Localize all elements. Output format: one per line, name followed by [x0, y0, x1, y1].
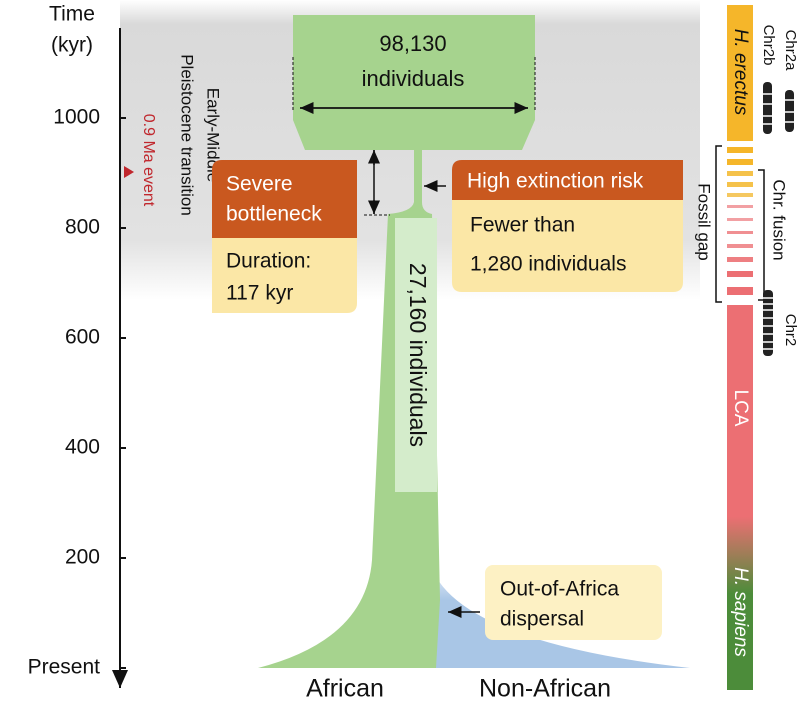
- event-label: 0.9 Ma event: [140, 114, 157, 207]
- stripe: [727, 218, 753, 221]
- box-header: [212, 160, 357, 238]
- tick-label: 1000: [53, 106, 100, 129]
- chromosome-icons: [763, 82, 794, 356]
- fossil-gap-label: Fossil gap: [695, 183, 714, 260]
- lineage-label: H. erectus: [730, 29, 751, 116]
- lineage-label: H. sapiens: [730, 567, 751, 657]
- stripe: [727, 205, 753, 208]
- fusion-label: Chr. fusion: [770, 179, 789, 260]
- box-body: [452, 200, 683, 292]
- box-text: Out-of-Africa: [500, 578, 619, 601]
- box-body: [212, 238, 357, 313]
- axis-title: Time: [49, 3, 95, 26]
- chromosome: [763, 82, 772, 134]
- group-label: Non-African: [479, 675, 611, 703]
- stripe: [727, 287, 753, 295]
- box-text: High extinction risk: [467, 170, 644, 193]
- tick-label: 800: [65, 216, 100, 239]
- tick-label: 600: [65, 326, 100, 349]
- bands: [785, 99, 794, 123]
- chromosome-label: Chr2b: [760, 25, 777, 66]
- event-marker: [124, 166, 134, 178]
- chromosome-label: Chr2a: [782, 30, 799, 72]
- bottleneck-label-bg: [395, 218, 437, 492]
- box-text: 1,280 individuals: [470, 253, 626, 276]
- stripe: [727, 182, 753, 187]
- fossil-gap-bracket: [715, 145, 722, 303]
- ticks: 1000 800 600 400 200 Present: [28, 106, 126, 679]
- stripe: [727, 193, 753, 197]
- severe-box: Severe bottleneck Duration: 117 kyr: [212, 160, 357, 313]
- stripe: [727, 244, 753, 248]
- stripe: [727, 231, 753, 234]
- ancestral-size: 98,130: [379, 31, 446, 56]
- stripe: [727, 171, 753, 176]
- box-text: 117 kyr: [226, 282, 293, 305]
- erectus-bar: [727, 5, 753, 141]
- lca-sapiens-bar: [727, 305, 753, 690]
- transition-label: Early-Middle: [204, 88, 223, 182]
- stripe: [727, 271, 753, 277]
- chromosome-label: Chr2: [782, 314, 799, 347]
- tick-marks: [120, 117, 126, 669]
- stripe: [727, 257, 753, 262]
- tick-label: 400: [65, 436, 100, 459]
- lineage-label: LCA: [730, 390, 751, 427]
- box-text: Duration:: [226, 250, 311, 273]
- stripe: [727, 159, 753, 165]
- stripe: [727, 147, 753, 153]
- bands: [763, 93, 772, 125]
- box-text: dispersal: [500, 608, 584, 631]
- group-label: African: [306, 675, 384, 703]
- extinction-box: High extinction risk Fewer than 1,280 in…: [452, 160, 683, 292]
- ancestral-size: individuals: [362, 66, 465, 91]
- axis-title: (kyr): [51, 34, 93, 57]
- dispersal-box: [485, 565, 662, 640]
- chromosome: [763, 290, 773, 356]
- bottleneck-size: 27,160 individuals: [405, 263, 431, 447]
- tick-label: 200: [65, 546, 100, 569]
- box-text: bottleneck: [226, 203, 322, 226]
- tick-label: Present: [28, 656, 101, 679]
- chromosome: [785, 90, 794, 132]
- bands: [763, 297, 773, 350]
- fusion-bracket: [758, 169, 765, 301]
- box-text: Fewer than: [470, 214, 575, 237]
- lineage-bar: H. erectus LCA H. sapiens: [727, 5, 753, 690]
- box-header: [452, 160, 683, 200]
- box-text: Severe: [226, 173, 293, 196]
- transition-label: Pleistocene transition: [178, 54, 197, 216]
